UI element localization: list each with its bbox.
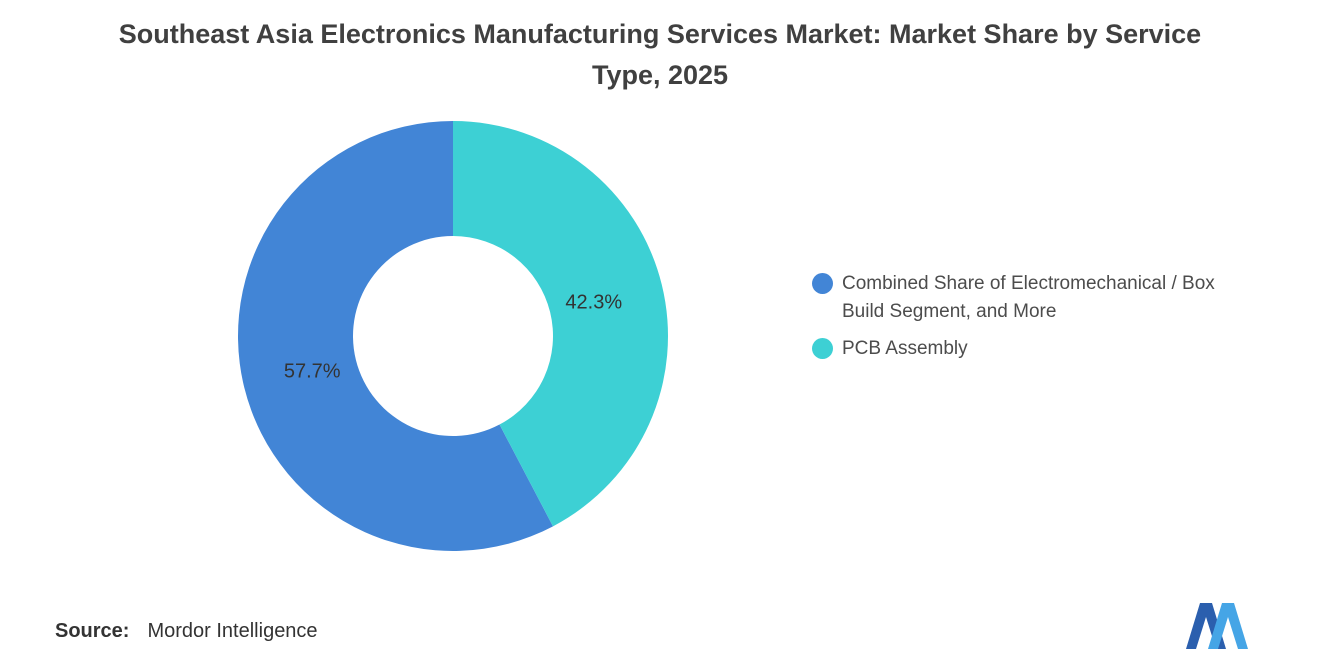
legend-swatch-icon bbox=[812, 338, 833, 360]
source-label: Source: bbox=[55, 620, 130, 642]
chart-title: Southeast Asia Electronics Manufacturing… bbox=[118, 19, 1202, 90]
legend-item[interactable]: Combined Share of Electromechanical / Bo… bbox=[812, 270, 1252, 325]
logo-right-chevron bbox=[1208, 603, 1248, 649]
donut-segment[interactable] bbox=[238, 121, 554, 551]
source-attribution: Source: Mordor Intelligence bbox=[55, 620, 318, 643]
mordor-intelligence-logo bbox=[1186, 603, 1248, 649]
segment-data-label: 57.7% bbox=[284, 361, 341, 383]
donut-chart: 57.7% 42.3% bbox=[238, 121, 669, 551]
legend-swatch-icon bbox=[812, 273, 833, 294]
legend-label: Combined Share of Electromechanical / Bo… bbox=[842, 273, 1215, 322]
chart-legend: Combined Share of Electromechanical / Bo… bbox=[812, 270, 1252, 373]
source-value: Mordor Intelligence bbox=[147, 620, 318, 642]
legend-label: PCB Assembly bbox=[842, 338, 968, 360]
donut-segment[interactable] bbox=[453, 121, 669, 527]
legend-item[interactable]: PCB Assembly bbox=[812, 335, 1252, 363]
segment-data-label: 42.3% bbox=[565, 291, 622, 313]
